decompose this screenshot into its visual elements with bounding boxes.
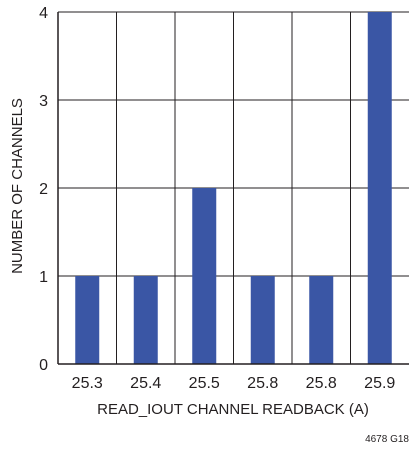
y-tick-label: 3 [39,93,48,110]
bar [192,188,217,364]
x-tick-label: 25.8 [306,375,337,392]
grid-lines [58,11,409,364]
x-tick-labels: 25.3 25.4 25.5 25.8 25.8 25.9 [72,375,396,392]
plot-frame [57,12,409,365]
x-tick-label: 25.4 [130,375,161,392]
x-tick-label: 25.8 [247,375,278,392]
y-tick-label: 1 [39,269,48,286]
bar [309,276,334,364]
bar [250,276,275,364]
figure-id: 4678 G18 [365,434,409,445]
y-axis-title: NUMBER OF CHANNELS [9,98,26,274]
x-tick-label: 25.5 [189,375,220,392]
y-tick-label: 2 [39,181,48,198]
y-tick-label: 4 [39,5,48,22]
y-tick-label: 0 [39,357,48,374]
bar [133,276,158,364]
bar [367,12,392,364]
x-axis-title: READ_IOUT CHANNEL READBACK (A) [97,401,369,418]
x-tick-label: 25.9 [364,375,395,392]
bars [75,12,392,364]
y-tick-labels: 0 1 2 3 4 [39,5,48,374]
x-tick-label: 25.3 [72,375,103,392]
bar [75,276,100,364]
